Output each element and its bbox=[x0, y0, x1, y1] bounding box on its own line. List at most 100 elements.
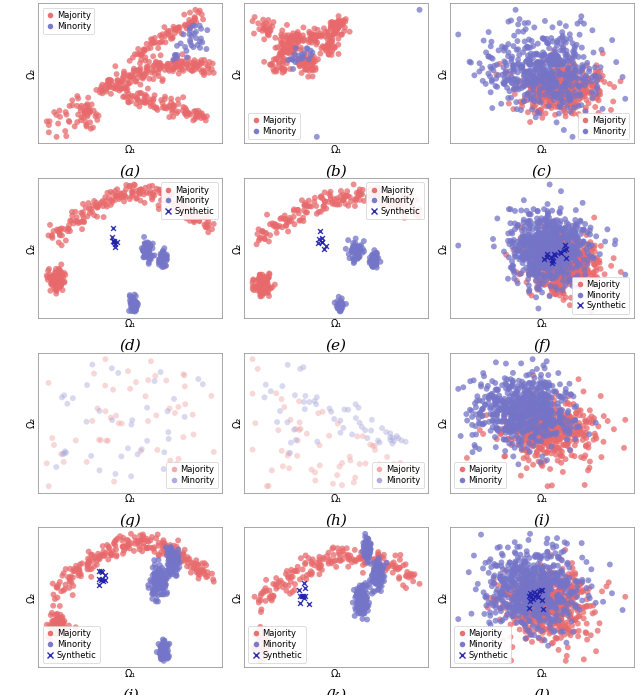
Point bbox=[496, 616, 506, 627]
Point bbox=[534, 579, 545, 590]
Point bbox=[145, 42, 156, 54]
Point bbox=[523, 611, 533, 622]
Point bbox=[585, 251, 595, 262]
Point bbox=[539, 261, 549, 272]
Point bbox=[557, 596, 567, 607]
Point bbox=[540, 245, 550, 256]
Point bbox=[543, 603, 554, 614]
Point bbox=[522, 89, 532, 100]
Point bbox=[485, 607, 495, 618]
Point bbox=[531, 427, 541, 438]
Point bbox=[54, 613, 65, 624]
Point bbox=[556, 186, 566, 197]
Point bbox=[362, 553, 372, 564]
Point bbox=[570, 411, 580, 423]
Point bbox=[532, 422, 542, 433]
Point bbox=[323, 555, 333, 566]
Point bbox=[330, 555, 340, 566]
Point bbox=[552, 228, 562, 239]
Point bbox=[111, 190, 122, 201]
Point bbox=[547, 90, 557, 101]
Point bbox=[326, 45, 336, 56]
Point bbox=[534, 69, 545, 80]
Point bbox=[537, 254, 547, 265]
Point bbox=[562, 651, 572, 662]
Point bbox=[156, 570, 166, 581]
Point bbox=[558, 252, 568, 263]
Point bbox=[360, 591, 370, 602]
Point bbox=[169, 24, 179, 35]
Point bbox=[372, 578, 382, 589]
Point bbox=[143, 582, 154, 594]
Point bbox=[588, 267, 598, 278]
Point bbox=[522, 632, 532, 644]
Point bbox=[539, 430, 549, 441]
Point bbox=[257, 631, 268, 642]
Point bbox=[138, 245, 148, 256]
Point bbox=[563, 261, 573, 272]
Point bbox=[582, 600, 592, 612]
Point bbox=[136, 54, 147, 65]
Point bbox=[568, 240, 578, 252]
Point bbox=[540, 409, 550, 420]
Point bbox=[259, 272, 269, 283]
Point bbox=[336, 186, 346, 197]
Point bbox=[598, 48, 608, 59]
Point bbox=[157, 644, 168, 655]
Point bbox=[507, 595, 517, 606]
Point bbox=[260, 286, 271, 297]
Point bbox=[186, 30, 196, 41]
Point bbox=[209, 67, 219, 79]
Point bbox=[250, 644, 260, 655]
Point bbox=[565, 106, 575, 117]
Point bbox=[548, 234, 558, 245]
Point bbox=[308, 57, 318, 68]
Point bbox=[91, 197, 101, 208]
Point bbox=[292, 566, 303, 577]
Point bbox=[321, 45, 331, 56]
Point bbox=[560, 233, 570, 244]
Point bbox=[513, 412, 523, 423]
Point bbox=[84, 546, 94, 557]
Point bbox=[524, 407, 534, 418]
Point bbox=[300, 64, 310, 75]
Point bbox=[532, 253, 542, 264]
Point bbox=[304, 58, 314, 70]
Point bbox=[508, 610, 518, 621]
Point bbox=[275, 213, 285, 224]
Point bbox=[165, 555, 175, 566]
Point bbox=[51, 614, 61, 626]
Point bbox=[588, 93, 598, 104]
Point bbox=[534, 456, 544, 467]
Point bbox=[159, 565, 169, 576]
Point bbox=[557, 585, 567, 596]
Point bbox=[542, 446, 552, 457]
Point bbox=[342, 550, 353, 562]
X-axis label: Ω₁: Ω₁ bbox=[125, 669, 136, 678]
Point bbox=[130, 538, 140, 549]
Point bbox=[322, 40, 332, 51]
Point bbox=[510, 224, 520, 235]
Point bbox=[157, 562, 167, 573]
Point bbox=[364, 552, 374, 563]
Point bbox=[140, 51, 150, 63]
Point bbox=[480, 557, 490, 569]
Point bbox=[512, 420, 522, 431]
Point bbox=[575, 216, 586, 227]
Point bbox=[481, 383, 492, 394]
Point bbox=[563, 405, 573, 416]
Point bbox=[309, 559, 319, 571]
Point bbox=[560, 213, 570, 224]
Point bbox=[561, 655, 571, 667]
Point bbox=[282, 19, 292, 31]
Point bbox=[527, 637, 537, 648]
Point bbox=[193, 560, 203, 571]
Point bbox=[199, 67, 209, 79]
Point bbox=[562, 267, 572, 278]
Point bbox=[532, 382, 542, 393]
Point bbox=[499, 434, 509, 445]
Point bbox=[545, 594, 555, 605]
Point bbox=[551, 576, 561, 587]
Point bbox=[547, 257, 557, 268]
Point bbox=[558, 439, 568, 450]
